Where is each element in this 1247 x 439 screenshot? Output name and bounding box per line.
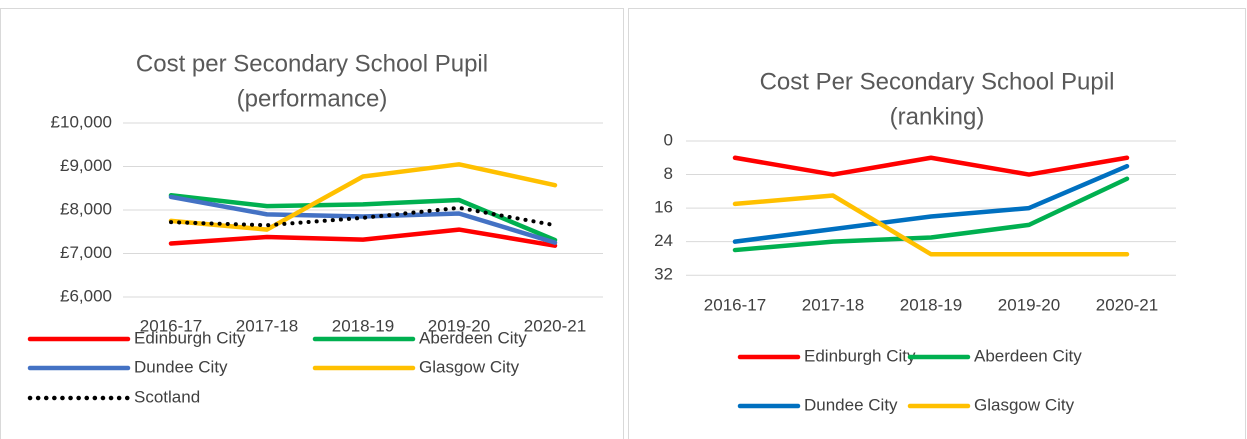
y-tick-label: £10,000: [51, 112, 112, 131]
y-tick-label: £7,000: [60, 243, 112, 262]
legend-label: Aberdeen City: [974, 346, 1082, 365]
y-tick-label: 16: [654, 198, 673, 217]
series-line: [732, 193, 1130, 257]
chart-title: Cost Per Secondary School Pupil: [760, 68, 1115, 95]
series-line: [168, 227, 558, 248]
x-tick-label: 2020-21: [524, 316, 586, 335]
chart-title: (ranking): [890, 103, 985, 130]
y-tick-label: 32: [654, 265, 673, 284]
legend-label: Aberdeen City: [419, 328, 527, 347]
series-line: [168, 192, 558, 243]
legend-label: Scotland: [134, 387, 200, 406]
legend-label: Dundee City: [134, 357, 228, 376]
panel-border: [0, 8, 624, 439]
x-tick-label: 2019-20: [428, 316, 490, 335]
series-line: [168, 162, 558, 232]
x-tick-label: 2019-20: [998, 295, 1060, 314]
legend-label: Dundee City: [804, 395, 898, 414]
legend-label: Edinburgh City: [804, 346, 916, 365]
panel-border: [628, 8, 1246, 439]
y-tick-label: 24: [654, 231, 673, 250]
chart-title: Cost per Secondary School Pupil: [136, 50, 488, 77]
x-tick-label: 2017-18: [236, 316, 298, 335]
series-line: [732, 176, 1130, 253]
y-tick-label: £8,000: [60, 199, 112, 218]
x-tick-label: 2018-19: [900, 295, 962, 314]
x-tick-label: 2017-18: [802, 295, 864, 314]
series-line: [168, 194, 558, 245]
x-tick-label: 2018-19: [332, 316, 394, 335]
y-tick-label: £9,000: [60, 156, 112, 175]
series-line: [732, 163, 1130, 244]
series-line: [169, 205, 557, 228]
legend-label: Edinburgh City: [134, 328, 246, 347]
legend-label: Glasgow City: [419, 357, 520, 376]
legend-label: Glasgow City: [974, 395, 1075, 414]
x-tick-label: 2016-17: [140, 316, 202, 335]
y-tick-label: £6,000: [60, 286, 112, 305]
y-tick-label: 8: [664, 164, 673, 183]
x-tick-label: 2020-21: [1096, 295, 1158, 314]
x-tick-label: 2016-17: [704, 295, 766, 314]
series-line: [732, 155, 1130, 177]
y-tick-label: 0: [664, 130, 673, 149]
chart-title: (performance): [237, 85, 388, 112]
